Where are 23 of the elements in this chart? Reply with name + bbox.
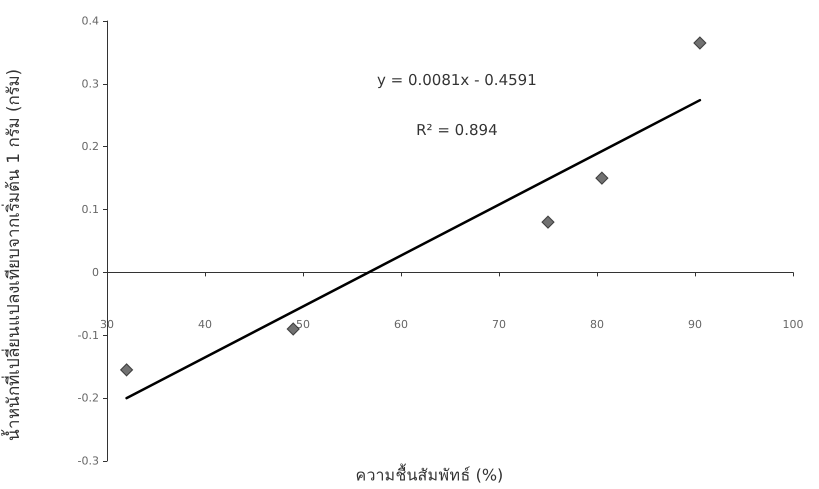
x-axis-title: ความชื้นสัมพัทธ์ (%) — [356, 464, 504, 484]
annotation: R² = 0.894 — [416, 121, 498, 139]
point — [595, 172, 608, 185]
point — [542, 216, 554, 229]
x-tick-label: 50 — [296, 318, 310, 331]
y-tick-label: 0.3 — [82, 77, 99, 90]
y-tick-label: 0.1 — [82, 203, 99, 216]
x-tick-label: 80 — [590, 318, 604, 331]
y-tick-label: -0.2 — [78, 392, 99, 405]
x-tick-label: 40 — [198, 318, 212, 331]
point — [693, 36, 706, 50]
x-tick-label: 90 — [688, 318, 702, 331]
y-axis-title: น้ำหนักที่เปลี่ยนแปลงเทียบจากเริ่มต้น 1 กรัม (กรัม) — [1, 68, 24, 442]
y-tick-label: -0.3 — [78, 454, 99, 468]
x-tick-label: 100 — [782, 318, 804, 331]
y-tick-label: 0.2 — [82, 140, 99, 154]
y-tick-label: 0.4 — [82, 14, 99, 28]
x-tick-label: 70 — [492, 318, 506, 331]
annotation: y = 0.0081x - 0.4591 — [376, 71, 537, 89]
point — [120, 363, 134, 376]
x-tick-label: 60 — [394, 318, 408, 331]
y-tick-label: 0 — [92, 266, 99, 279]
y-tick-label: -0.1 — [78, 328, 99, 342]
